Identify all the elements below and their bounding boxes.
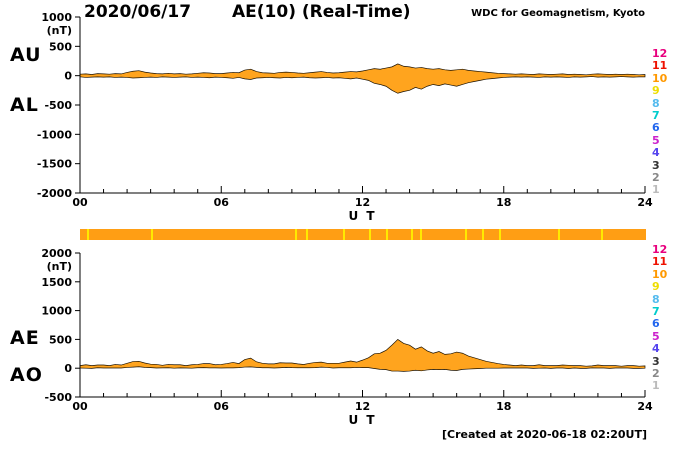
x-tick-label: 24 — [637, 400, 653, 413]
created-timestamp: [Created at 2020-06-18 02:20UT] — [441, 428, 647, 441]
x-tick-label: 06 — [214, 400, 230, 413]
data-gap-streak — [343, 229, 346, 240]
station-number-6: 6 — [652, 317, 660, 331]
station-availability-bar — [80, 229, 646, 240]
plot-title: AE(10) (Real-Time) — [232, 2, 411, 22]
station-number-10: 10 — [652, 71, 668, 85]
data-gap-streak — [481, 229, 484, 240]
data-gap-streak — [411, 229, 414, 240]
station-number-4: 4 — [652, 146, 660, 160]
x-tick-label: 18 — [496, 400, 511, 413]
x-axis-title: U T — [348, 413, 376, 427]
station-number-8: 8 — [652, 292, 660, 306]
station-number-11: 11 — [652, 255, 668, 269]
y-tick-label: 1000 — [41, 305, 72, 318]
y-tick-label: 0 — [64, 70, 72, 83]
data-gap-streak — [86, 229, 89, 240]
y-unit-label: (nT) — [47, 24, 72, 37]
y-unit-label: (nT) — [47, 260, 72, 273]
ae-ao-area — [79, 338, 646, 372]
data-gap-streak — [419, 229, 422, 240]
station-number-3: 3 — [652, 354, 660, 368]
x-tick-label: 12 — [355, 196, 370, 209]
ao-axis-label: AO — [10, 364, 43, 386]
y-tick-label: -2000 — [37, 187, 73, 200]
x-tick-label: 24 — [637, 196, 653, 209]
y-tick-label: 500 — [49, 40, 72, 53]
au-axis-label: AU — [10, 44, 42, 66]
station-number-10: 10 — [652, 267, 668, 281]
y-tick-label: -1500 — [37, 158, 73, 171]
x-tick-label: 12 — [355, 400, 370, 413]
station-number-5: 5 — [652, 329, 660, 343]
data-gap-streak — [385, 229, 388, 240]
al-axis-label: AL — [10, 94, 39, 116]
y-tick-label: -500 — [44, 99, 72, 112]
y-tick-label: 0 — [64, 362, 72, 375]
station-legend-top: 12 11 10 9 8 7 6 5 4 3 2 1 — [652, 47, 676, 197]
data-gap-streak — [150, 229, 153, 240]
y-tick-label: -500 — [44, 391, 72, 404]
data-gap-streak — [600, 229, 603, 240]
data-gap-streak — [464, 229, 467, 240]
ae-axis-label: AE — [10, 327, 40, 349]
station-number-8: 8 — [652, 96, 660, 110]
station-number-9: 9 — [652, 84, 660, 98]
data-gap-streak — [558, 229, 561, 240]
station-number-1: 1 — [652, 183, 660, 197]
plot-date: 2020/06/17 — [84, 2, 192, 22]
station-number-12: 12 — [652, 243, 668, 256]
data-gap-streak — [306, 229, 309, 240]
station-number-5: 5 — [652, 133, 660, 147]
au-al-area — [79, 63, 646, 94]
station-number-3: 3 — [652, 158, 660, 172]
data-gap-streak — [498, 229, 501, 240]
x-tick-label: 00 — [72, 400, 88, 413]
station-legend-bottom: 12 11 10 9 8 7 6 5 4 3 2 1 — [652, 243, 676, 393]
station-number-12: 12 — [652, 47, 668, 60]
station-number-4: 4 — [652, 342, 660, 356]
station-number-11: 11 — [652, 59, 668, 73]
x-axis-title: U T — [348, 209, 376, 223]
x-tick-label: 00 — [72, 196, 88, 209]
station-number-6: 6 — [652, 121, 660, 135]
station-number-7: 7 — [652, 109, 660, 123]
station-number-7: 7 — [652, 305, 660, 319]
station-number-1: 1 — [652, 379, 660, 393]
y-tick-label: 500 — [49, 333, 72, 346]
source-credit: WDC for Geomagnetism, Kyoto — [471, 8, 645, 19]
data-gap-streak — [295, 229, 298, 240]
y-tick-label: -1000 — [37, 128, 73, 141]
station-number-2: 2 — [652, 367, 660, 381]
y-tick-label: 2000 — [41, 247, 72, 260]
x-tick-label: 06 — [214, 196, 230, 209]
y-tick-label: 1500 — [41, 276, 72, 289]
y-tick-label: 1000 — [41, 11, 72, 24]
x-tick-label: 18 — [496, 196, 511, 209]
station-number-2: 2 — [652, 171, 660, 185]
station-number-9: 9 — [652, 280, 660, 294]
data-gap-streak — [368, 229, 371, 240]
